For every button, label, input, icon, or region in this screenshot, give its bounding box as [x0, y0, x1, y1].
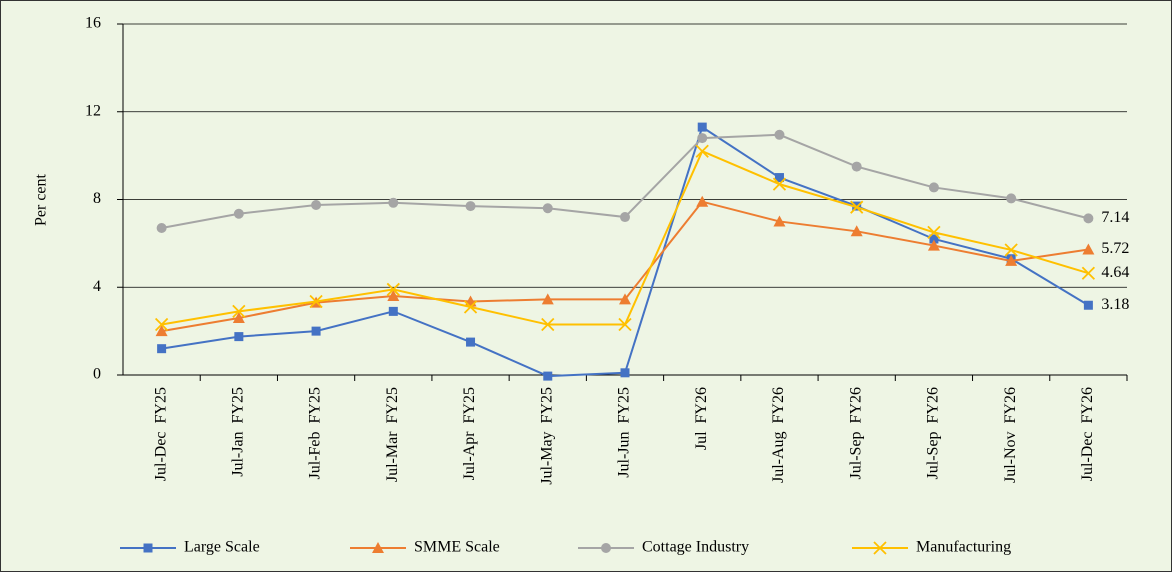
data-point	[466, 337, 476, 347]
data-point	[774, 129, 785, 140]
x-tick-label: Jul-Sep FY26	[925, 387, 942, 479]
x-tick-label: Jul-Feb FY25	[307, 387, 324, 479]
data-point	[850, 200, 864, 214]
y-tick-label: 4	[93, 278, 101, 295]
data-point	[232, 304, 246, 319]
data-point	[311, 199, 322, 210]
data-point	[618, 317, 632, 332]
data-point	[1083, 300, 1093, 310]
data-point	[234, 332, 244, 342]
data-point	[697, 133, 708, 144]
data-point	[1082, 243, 1095, 255]
data-point	[928, 182, 939, 193]
data-point	[157, 344, 167, 354]
data-point	[620, 368, 630, 378]
data-point	[386, 282, 400, 297]
data-point	[541, 317, 555, 332]
legend-label: Large Scale	[184, 539, 260, 556]
data-point	[772, 177, 787, 191]
legend-item: Cottage Industry	[578, 539, 749, 556]
data-point	[619, 293, 631, 305]
y-tick-label: 12	[85, 102, 101, 119]
legend-label: Manufacturing	[916, 539, 1011, 556]
x-tick-label: Jul-Apr FY25	[461, 387, 478, 480]
data-label: 7.14	[1101, 209, 1129, 226]
x-tick-label: Jul-Jan FY25	[230, 387, 247, 477]
legend-marker	[143, 543, 153, 553]
y-tick-label: 16	[85, 15, 101, 32]
data-point	[156, 223, 167, 234]
x-tick-label: Jul FY26	[693, 387, 710, 450]
data-point	[697, 122, 707, 132]
x-tick-label: Jul-Mar FY25	[384, 387, 401, 482]
data-point	[620, 212, 630, 223]
data-point	[929, 234, 939, 244]
data-point	[463, 300, 478, 314]
data-point	[1081, 266, 1096, 280]
x-tick-label: Jul-Jun FY25	[616, 387, 633, 478]
data-point	[927, 225, 941, 240]
data-label: 4.64	[1101, 264, 1129, 281]
legend-marker	[372, 542, 384, 553]
data-point	[850, 225, 863, 237]
legend-item: Large Scale	[120, 539, 260, 556]
data-point	[773, 215, 786, 227]
data-point	[388, 197, 399, 208]
y-axis-label: Per cent	[33, 173, 50, 226]
data-point	[388, 306, 398, 316]
data-point	[1006, 193, 1017, 204]
data-point	[543, 371, 553, 381]
data-point	[233, 208, 244, 219]
legend-item: Manufacturing	[852, 539, 1011, 556]
legend-label: SMME Scale	[414, 539, 500, 556]
data-point	[1005, 254, 1018, 266]
data-point	[1004, 243, 1018, 257]
x-tick-label: Jul-Sep FY26	[847, 387, 864, 479]
data-label: 5.72	[1101, 240, 1129, 257]
data-point	[774, 173, 784, 183]
legend-marker	[873, 541, 887, 555]
data-point	[927, 239, 940, 251]
data-point	[541, 293, 554, 305]
data-point	[851, 161, 862, 172]
data-point	[154, 317, 169, 332]
data-point	[232, 311, 245, 323]
legend-item: SMME Scale	[350, 539, 500, 556]
x-tick-label: Jul-Dec FY25	[152, 387, 169, 481]
x-tick-label: Jul-Dec FY26	[1079, 387, 1096, 481]
x-tick-label: Jul-Aug FY26	[770, 387, 787, 483]
x-tick-label: Jul-Nov FY26	[1002, 387, 1019, 483]
data-point	[311, 326, 321, 336]
y-tick-label: 8	[93, 190, 101, 207]
data-point	[542, 203, 553, 214]
y-tick-label: 0	[93, 366, 101, 383]
legend-marker	[601, 543, 611, 553]
data-point	[387, 290, 400, 302]
data-point	[155, 325, 168, 337]
data-point	[696, 195, 709, 207]
legend-label: Cottage Industry	[642, 539, 749, 556]
data-label: 3.18	[1101, 296, 1129, 313]
x-tick-label: Jul-May FY25	[538, 387, 555, 485]
data-point	[1083, 213, 1094, 224]
data-point	[465, 201, 476, 212]
data-point	[309, 294, 323, 309]
data-point	[695, 144, 709, 158]
